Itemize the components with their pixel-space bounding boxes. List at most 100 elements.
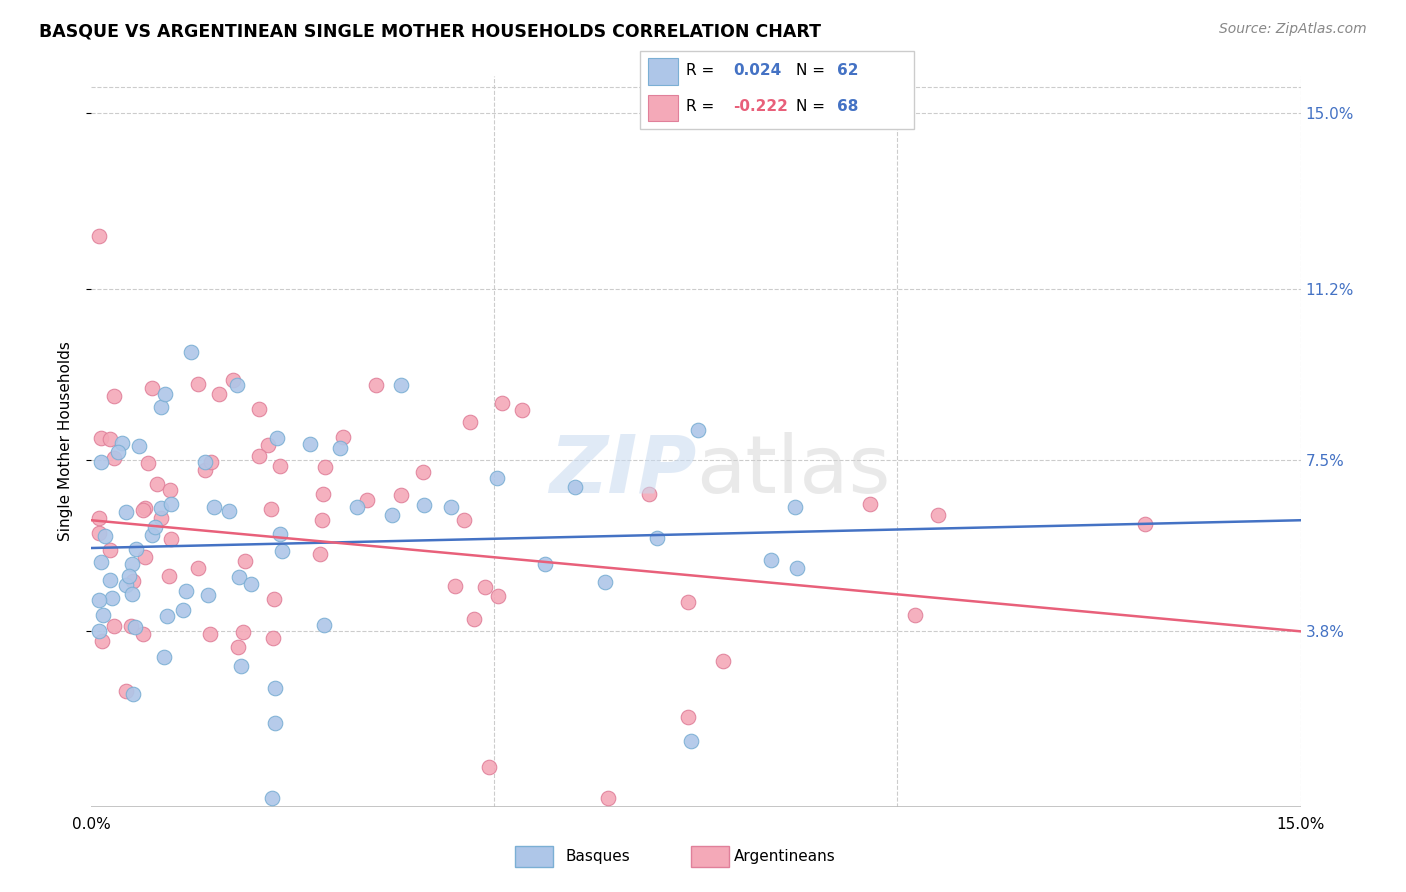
Point: [312, 487, 335, 501]
Point: [194, 454, 217, 468]
Point: [157, 569, 180, 583]
Point: [103, 450, 125, 465]
Point: [115, 683, 138, 698]
Text: Source: ZipAtlas.com: Source: ZipAtlas.com: [1219, 22, 1367, 37]
Point: [172, 603, 194, 617]
Point: [89, 526, 111, 541]
Point: [225, 377, 247, 392]
Point: [121, 687, 143, 701]
Text: 62: 62: [837, 63, 859, 78]
FancyBboxPatch shape: [648, 58, 678, 85]
Point: [485, 471, 508, 485]
Point: [103, 389, 125, 403]
Point: [711, 654, 734, 668]
Text: R =: R =: [686, 63, 720, 78]
Point: [118, 568, 141, 582]
Point: [200, 627, 222, 641]
Point: [686, 424, 709, 438]
Point: [269, 527, 291, 541]
Point: [159, 497, 181, 511]
Point: [91, 633, 114, 648]
Point: [121, 587, 143, 601]
Point: [153, 387, 176, 401]
Text: 68: 68: [837, 100, 859, 114]
Point: [120, 619, 142, 633]
Point: [233, 554, 256, 568]
Point: [263, 592, 285, 607]
Point: [1135, 516, 1157, 531]
Point: [98, 543, 121, 558]
Point: [564, 480, 586, 494]
Point: [124, 620, 146, 634]
Point: [486, 590, 509, 604]
Point: [346, 500, 368, 515]
Point: [94, 529, 117, 543]
Point: [389, 488, 412, 502]
Point: [413, 498, 436, 512]
Point: [262, 791, 284, 805]
Point: [107, 445, 129, 459]
Point: [260, 502, 283, 516]
Point: [89, 228, 111, 243]
Point: [389, 378, 412, 392]
Point: [759, 552, 782, 566]
Point: [89, 592, 111, 607]
Point: [328, 441, 350, 455]
Point: [478, 760, 501, 774]
Point: [256, 438, 278, 452]
Point: [156, 609, 179, 624]
Point: [149, 400, 172, 414]
Point: [534, 557, 557, 571]
Point: [264, 715, 287, 730]
Point: [197, 588, 219, 602]
Point: [218, 503, 240, 517]
Point: [463, 611, 485, 625]
Point: [93, 607, 115, 622]
Point: [194, 463, 217, 477]
Point: [125, 541, 148, 556]
Point: [264, 681, 287, 695]
Point: [143, 520, 166, 534]
Point: [101, 591, 124, 606]
Point: [679, 733, 702, 747]
Point: [309, 547, 332, 561]
Point: [226, 640, 249, 655]
Point: [149, 511, 172, 525]
Point: [440, 500, 463, 515]
Point: [859, 497, 882, 511]
Point: [593, 575, 616, 590]
Point: [128, 439, 150, 453]
FancyBboxPatch shape: [640, 51, 914, 129]
Text: N =: N =: [796, 100, 830, 114]
Point: [146, 477, 169, 491]
Y-axis label: Single Mother Households: Single Mother Households: [58, 342, 73, 541]
Point: [247, 402, 270, 417]
Point: [222, 373, 245, 387]
Point: [208, 386, 231, 401]
Point: [159, 483, 181, 497]
Point: [458, 415, 481, 429]
Text: Basques: Basques: [565, 849, 630, 863]
Text: Argentineans: Argentineans: [734, 849, 835, 863]
Point: [141, 528, 163, 542]
Point: [474, 580, 496, 594]
Point: [98, 432, 121, 446]
Point: [136, 456, 159, 470]
Point: [676, 594, 699, 608]
Text: N =: N =: [796, 63, 830, 78]
Point: [678, 710, 700, 724]
Point: [904, 607, 927, 622]
Point: [121, 557, 143, 571]
Point: [231, 625, 253, 640]
Point: [200, 455, 222, 469]
Point: [312, 618, 335, 632]
Point: [90, 455, 112, 469]
Point: [90, 555, 112, 569]
FancyBboxPatch shape: [515, 846, 554, 867]
Text: R =: R =: [686, 100, 720, 114]
Point: [311, 513, 333, 527]
Point: [180, 345, 202, 359]
Point: [114, 577, 136, 591]
Point: [645, 531, 668, 545]
Point: [785, 500, 807, 514]
